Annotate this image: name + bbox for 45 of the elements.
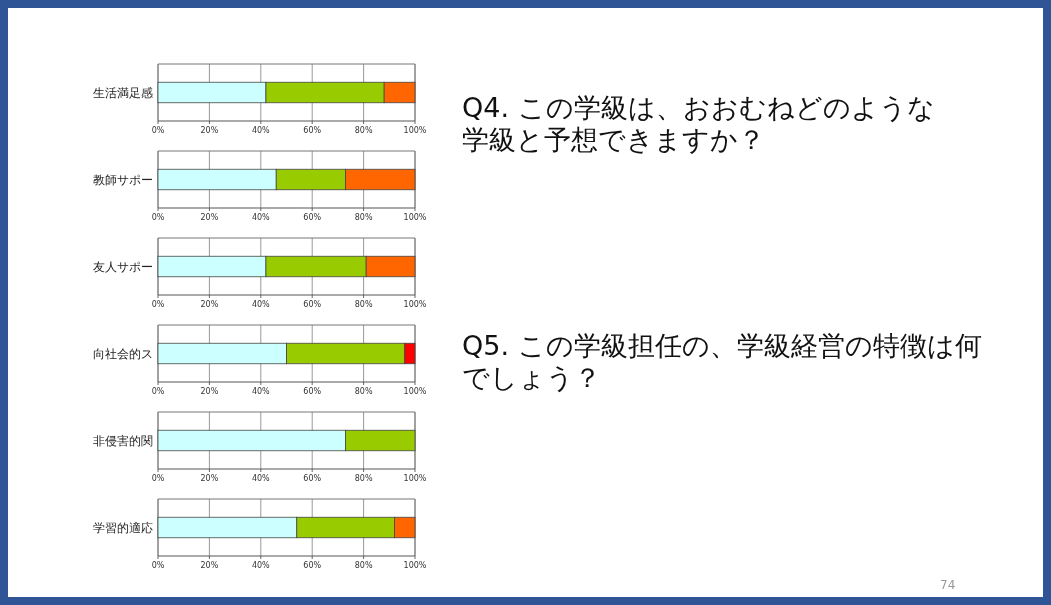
text: Q5. この学級担任の、学級経営の特徴は何でしょう？ bbox=[462, 330, 982, 394]
x-tick-label: 100% bbox=[403, 387, 427, 396]
x-tick-label: 0% bbox=[151, 213, 165, 222]
y-tick-label: 非侵害的関 bbox=[93, 433, 153, 448]
x-tick-label: 60% bbox=[303, 561, 322, 570]
x-tick-label: 20% bbox=[200, 213, 219, 222]
x-tick-label: 100% bbox=[403, 474, 427, 483]
y-tick-label: 学習的適応 bbox=[93, 520, 153, 535]
x-tick-label: 60% bbox=[303, 387, 322, 396]
x-tick-label: 20% bbox=[200, 387, 219, 396]
x-tick-label: 20% bbox=[200, 126, 219, 135]
y-tick-label: 教師サポー bbox=[93, 172, 153, 187]
x-tick-label: 100% bbox=[403, 126, 427, 135]
x-tick-label: 20% bbox=[200, 300, 219, 309]
y-tick-label: 向社会的ス bbox=[93, 346, 153, 361]
x-tick-label: 100% bbox=[403, 213, 427, 222]
x-tick-label: 60% bbox=[303, 213, 322, 222]
x-tick-label: 60% bbox=[303, 300, 322, 309]
x-tick-label: 20% bbox=[200, 561, 219, 570]
x-tick-label: 20% bbox=[200, 474, 219, 483]
text: 74 bbox=[940, 578, 957, 592]
x-tick-label: 40% bbox=[251, 561, 271, 570]
x-tick-label: 100% bbox=[403, 561, 427, 570]
x-tick-label: 60% bbox=[303, 474, 322, 483]
x-tick-label: 0% bbox=[151, 387, 165, 396]
x-tick-label: 0% bbox=[151, 300, 165, 309]
x-tick-label: 0% bbox=[151, 126, 165, 135]
text: Q4. この学級は、おおむねどのような学級と予想できますか？ bbox=[462, 92, 936, 156]
x-tick-label: 40% bbox=[251, 474, 271, 483]
x-tick-label: 60% bbox=[303, 126, 322, 135]
y-tick-label: 友人サポー bbox=[93, 259, 153, 274]
x-tick-label: 100% bbox=[403, 300, 427, 309]
x-tick-label: 40% bbox=[251, 387, 271, 396]
x-tick-label: 40% bbox=[251, 126, 271, 135]
x-tick-label: 40% bbox=[251, 213, 271, 222]
x-tick-label: 0% bbox=[151, 474, 165, 483]
y-tick-label: 生活満足感 bbox=[93, 85, 153, 100]
x-tick-label: 80% bbox=[354, 213, 373, 222]
x-tick-label: 0% bbox=[151, 561, 165, 570]
x-tick-label: 80% bbox=[354, 474, 373, 483]
x-tick-label: 40% bbox=[251, 300, 271, 309]
x-tick-label: 80% bbox=[354, 300, 373, 309]
x-tick-label: 80% bbox=[354, 561, 373, 570]
x-tick-label: 80% bbox=[354, 387, 373, 396]
x-tick-label: 80% bbox=[354, 126, 373, 135]
